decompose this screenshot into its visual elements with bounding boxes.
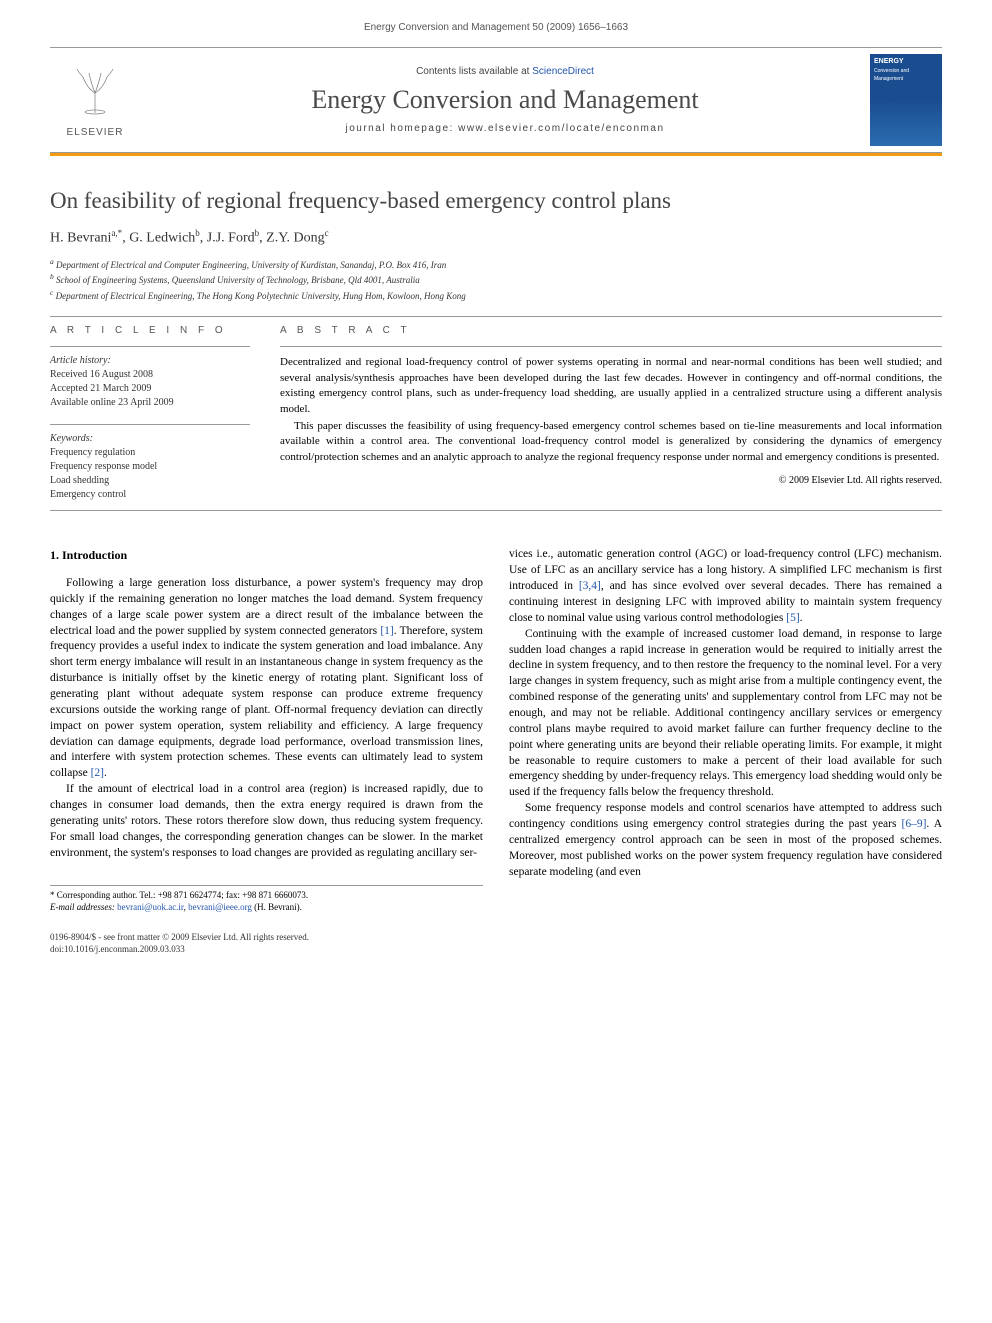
publisher-logo: ELSEVIER: [50, 63, 140, 138]
abstract-paragraph: This paper discusses the feasibility of …: [280, 419, 942, 465]
footnote-block: * Corresponding author. Tel.: +98 871 66…: [50, 885, 483, 913]
divider: [280, 346, 942, 347]
divider: [50, 424, 250, 425]
keyword: Emergency control: [50, 488, 250, 502]
email-link[interactable]: bevrani@ieee.org: [188, 902, 252, 912]
abstract-text: Decentralized and regional load-frequenc…: [280, 355, 942, 465]
affiliation-b: b School of Engineering Systems, Queensl…: [50, 272, 942, 287]
citation-ref[interactable]: [3,4]: [579, 580, 601, 592]
journal-cover-thumbnail: ENERGY Conversion and Management: [870, 54, 942, 146]
content-area: On feasibility of regional frequency-bas…: [50, 156, 942, 914]
contents-available-line: Contents lists available at ScienceDirec…: [140, 66, 870, 77]
abstract-copyright: © 2009 Elsevier Ltd. All rights reserved…: [280, 475, 942, 486]
affiliation-c: c Department of Electrical Engineering, …: [50, 288, 942, 303]
sciencedirect-link[interactable]: ScienceDirect: [532, 66, 594, 77]
author-1: H. Bevrani: [50, 231, 111, 246]
citation-ref[interactable]: [6–9]: [902, 818, 927, 830]
divider: [50, 510, 942, 511]
body-column-left: 1. Introduction Following a large genera…: [50, 547, 483, 913]
abstract-block: A B S T R A C T Decentralized and region…: [280, 325, 942, 502]
body-paragraph: vices i.e., automatic generation control…: [509, 547, 942, 626]
author-2: G. Ledwich: [129, 231, 195, 246]
journal-homepage: journal homepage: www.elsevier.com/locat…: [140, 123, 870, 134]
email-line: E-mail addresses: bevrani@uok.ac.ir, bev…: [50, 902, 483, 914]
body-paragraph: Following a large generation loss distur…: [50, 576, 483, 782]
elsevier-tree-icon: [50, 63, 140, 127]
publisher-name: ELSEVIER: [50, 127, 140, 138]
journal-banner: ELSEVIER Contents lists available at Sci…: [50, 47, 942, 153]
authors-line: H. Bevrania,*, G. Ledwichb, J.J. Fordb, …: [50, 228, 942, 247]
banner-center: Contents lists available at ScienceDirec…: [140, 66, 870, 134]
citation-ref[interactable]: [2]: [91, 767, 104, 779]
body-paragraph: Continuing with the example of increased…: [509, 627, 942, 801]
corresponding-author: * Corresponding author. Tel.: +98 871 66…: [50, 890, 483, 902]
page-footer: 0196-8904/$ - see front matter © 2009 El…: [50, 932, 942, 955]
author-3: J.J. Ford: [207, 231, 255, 246]
author-4: Z.Y. Dong: [266, 231, 324, 246]
body-column-right: vices i.e., automatic generation control…: [509, 547, 942, 913]
journal-name: Energy Conversion and Management: [140, 85, 870, 115]
accepted-date: Accepted 21 March 2009: [50, 382, 250, 396]
keyword: Load shedding: [50, 474, 250, 488]
citation-ref[interactable]: [5]: [786, 612, 799, 624]
body-paragraph: Some frequency response models and contr…: [509, 801, 942, 880]
email-link[interactable]: bevrani@uok.ac.ir: [117, 902, 183, 912]
keywords-label: Keywords:: [50, 433, 250, 444]
doi-line: doi:10.1016/j.enconman.2009.03.033: [50, 944, 942, 956]
abstract-heading: A B S T R A C T: [280, 325, 942, 336]
article-info-block: A R T I C L E I N F O Article history: R…: [50, 325, 250, 502]
citation-ref[interactable]: [1]: [380, 625, 393, 637]
keywords-block: Keywords: Frequency regulation Frequency…: [50, 424, 250, 502]
running-header: Energy Conversion and Management 50 (200…: [0, 0, 992, 47]
divider: [50, 346, 250, 347]
abstract-paragraph: Decentralized and regional load-frequenc…: [280, 355, 942, 417]
section-1-heading: 1. Introduction: [50, 547, 483, 564]
info-abstract-row: A R T I C L E I N F O Article history: R…: [50, 325, 942, 502]
affiliations: a Department of Electrical and Computer …: [50, 257, 942, 303]
article-title: On feasibility of regional frequency-bas…: [50, 188, 942, 214]
article-info-heading: A R T I C L E I N F O: [50, 325, 250, 336]
available-date: Available online 23 April 2009: [50, 396, 250, 410]
affiliation-a: a Department of Electrical and Computer …: [50, 257, 942, 272]
body-columns: 1. Introduction Following a large genera…: [50, 547, 942, 913]
divider: [50, 316, 942, 317]
citation: Energy Conversion and Management 50 (200…: [364, 22, 628, 33]
received-date: Received 16 August 2008: [50, 368, 250, 382]
keyword: Frequency regulation: [50, 446, 250, 460]
front-matter-line: 0196-8904/$ - see front matter © 2009 El…: [50, 932, 942, 944]
body-paragraph: If the amount of electrical load in a co…: [50, 782, 483, 861]
keyword: Frequency response model: [50, 460, 250, 474]
article-history-label: Article history:: [50, 355, 250, 366]
